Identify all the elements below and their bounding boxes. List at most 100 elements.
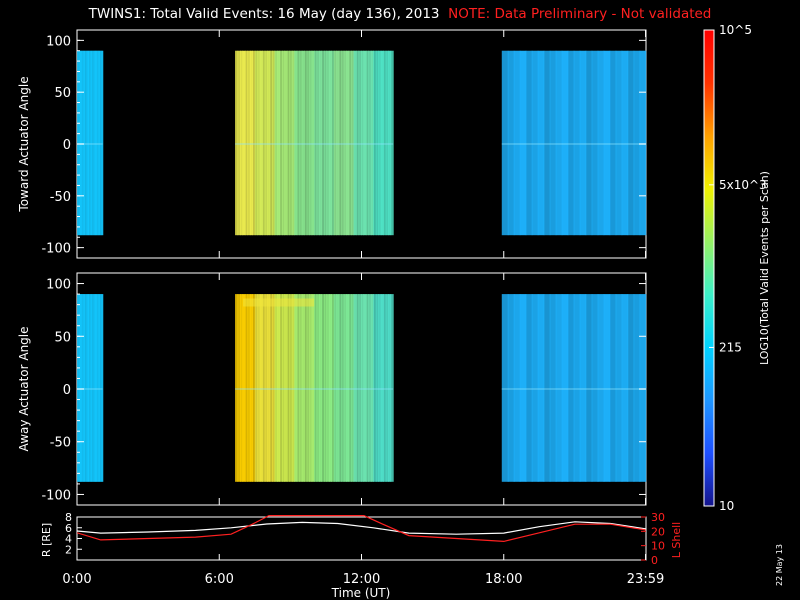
heatmap-column: [237, 294, 241, 482]
heatmap-column: [356, 50, 360, 236]
heatmap-block: [235, 50, 394, 236]
heatmap-column: [259, 50, 263, 236]
heatmap-column: [561, 294, 569, 482]
heatmap-column: [279, 294, 283, 482]
heatmap-column: [301, 50, 305, 236]
heatmap-column: [336, 294, 340, 482]
r-re-line: [77, 521, 646, 535]
heatmap-column: [319, 50, 323, 236]
heatmap-column: [519, 50, 527, 236]
heatmap-column: [368, 50, 372, 236]
heatmap-column: [361, 50, 365, 236]
heatmap-column: [87, 50, 90, 236]
orbit-left-label: R [RE]: [40, 523, 53, 557]
heatmap-column: [88, 50, 91, 236]
heatmap-column: [579, 294, 587, 482]
heatmap-column: [97, 294, 100, 482]
panel-toward-heatmap: [77, 50, 647, 236]
heatmap-column: [385, 50, 389, 236]
heatmap-column: [239, 50, 244, 236]
heatmap-column: [89, 50, 92, 236]
heatmap-column: [343, 294, 347, 482]
heatmap-column: [383, 294, 387, 482]
heatmap-column: [621, 294, 629, 482]
heatmap-column: [86, 294, 89, 482]
heatmap-column: [627, 50, 635, 236]
panel-away-ylabel: Away Actuator Angle: [17, 326, 31, 451]
heatmap-column: [77, 50, 79, 236]
panel-orbit-frame: [76, 516, 647, 561]
heatmap-column: [555, 294, 563, 482]
heatmap-column: [537, 50, 545, 236]
heatmap-column: [333, 50, 337, 236]
heatmap-column: [284, 50, 288, 236]
heatmap-column: [368, 294, 372, 482]
heatmap-column: [370, 294, 374, 482]
heatmap-column: [549, 50, 557, 236]
heatmap-hotspot: [243, 298, 315, 307]
heatmap-column: [639, 294, 647, 482]
heatmap-column: [87, 294, 90, 482]
panel-toward: 100 50 0 -50 -100 Toward Actuator Angle: [17, 29, 647, 259]
x-tick-label: 18:00: [485, 572, 522, 587]
heatmap-column: [259, 294, 263, 482]
heatmap-column: [390, 294, 394, 482]
heatmap-column: [93, 294, 95, 482]
colorbar-label: LOG10(Total Valid Events per Scan): [758, 171, 771, 365]
y-tick-label: -50: [50, 190, 71, 205]
zero-angle-stripe: [235, 388, 394, 390]
heatmap-column: [331, 50, 335, 236]
heatmap-column: [289, 50, 293, 236]
zero-angle-stripe: [235, 143, 394, 145]
colorbar: 10 215 5x10^3 10^5 LOG10(Total Valid Events…: [703, 23, 771, 513]
heatmap-column: [378, 294, 382, 482]
heatmap-column: [323, 50, 328, 236]
colorbar-ticks: 10 215 5x10^3 10^5: [709, 23, 767, 513]
heatmap-column: [567, 50, 575, 236]
heatmap-column: [319, 294, 323, 482]
heatmap-column: [306, 50, 310, 236]
heatmap-column: [321, 294, 325, 482]
title-main: TWINS1: Total Valid Events: 16 May (day …: [88, 6, 440, 22]
heatmap-column: [99, 50, 102, 236]
heatmap-column: [247, 294, 251, 482]
heatmap-column: [326, 294, 330, 482]
heatmap-column: [311, 294, 315, 482]
colorbar-tick-label: 5x10^3: [719, 178, 767, 192]
heatmap-column: [79, 294, 81, 482]
heatmap-column: [573, 294, 581, 482]
heatmap-column: [378, 50, 382, 236]
heatmap-column: [257, 50, 261, 236]
heatmap-column: [252, 50, 256, 236]
heatmap-column: [96, 294, 98, 482]
heatmap-column: [370, 50, 374, 236]
heatmap-column: [274, 50, 278, 236]
heatmap-column: [316, 50, 320, 236]
heatmap-column: [358, 50, 362, 236]
panel-away-axes: 100 50 0 -50 -100: [41, 273, 647, 505]
heatmap-column: [90, 294, 93, 482]
y-tick-label: 100: [46, 278, 71, 293]
colorbar-tick-label: 10^5: [719, 23, 752, 37]
heatmap-column: [513, 50, 521, 236]
heatmap-column: [331, 294, 335, 482]
heatmap-column: [242, 294, 246, 482]
heatmap-column: [621, 50, 629, 236]
orbit-left-tick-label: 8: [65, 511, 72, 524]
panel-toward-ylabel: Toward Actuator Angle: [17, 76, 31, 212]
heatmap-column: [375, 294, 379, 482]
heatmap-column: [549, 294, 557, 482]
heatmap-column: [81, 294, 83, 482]
heatmap-column: [262, 50, 266, 236]
heatmap-column: [291, 294, 295, 482]
heatmap-column: [85, 294, 88, 482]
panel-toward-axes: 100 50 0 -50 -100: [41, 30, 647, 258]
heatmap-column: [279, 50, 283, 236]
heatmap-column: [101, 50, 104, 236]
heatmap-column: [289, 294, 293, 482]
heatmap-column: [363, 294, 367, 482]
heatmap-column: [80, 294, 82, 482]
y-tick-label: -100: [41, 488, 71, 503]
heatmap-column: [94, 294, 96, 482]
